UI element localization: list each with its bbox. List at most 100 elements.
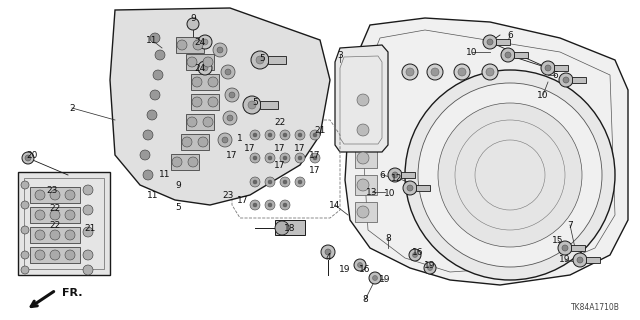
Circle shape <box>198 35 212 49</box>
Circle shape <box>268 180 272 184</box>
Circle shape <box>21 201 29 209</box>
Circle shape <box>298 133 302 137</box>
Circle shape <box>265 200 275 210</box>
Circle shape <box>577 257 583 263</box>
Text: 5: 5 <box>252 98 258 107</box>
Bar <box>30 187 80 203</box>
Circle shape <box>487 39 493 45</box>
Text: 2: 2 <box>69 103 75 113</box>
Circle shape <box>65 250 75 260</box>
Circle shape <box>313 156 317 160</box>
Bar <box>355 120 377 140</box>
Circle shape <box>357 206 369 218</box>
Bar <box>275 220 305 235</box>
Text: 13: 13 <box>366 188 378 196</box>
Circle shape <box>222 137 228 143</box>
Circle shape <box>250 200 260 210</box>
Circle shape <box>35 210 45 220</box>
Text: TK84A1710B: TK84A1710B <box>571 303 620 312</box>
Circle shape <box>357 94 369 106</box>
Circle shape <box>295 177 305 187</box>
Circle shape <box>357 124 369 136</box>
Bar <box>586 257 600 263</box>
Circle shape <box>253 180 257 184</box>
Circle shape <box>229 92 235 98</box>
Circle shape <box>250 177 260 187</box>
Circle shape <box>143 170 153 180</box>
Circle shape <box>357 179 369 191</box>
Text: FR.: FR. <box>62 288 83 298</box>
Bar <box>30 247 80 263</box>
Circle shape <box>218 133 232 147</box>
Text: 8: 8 <box>385 234 391 243</box>
Circle shape <box>225 69 231 75</box>
Circle shape <box>221 65 235 79</box>
Text: 21: 21 <box>314 125 326 134</box>
Text: 17: 17 <box>227 150 237 159</box>
Circle shape <box>213 43 227 57</box>
Circle shape <box>482 64 498 80</box>
Circle shape <box>427 64 443 80</box>
Circle shape <box>275 221 289 235</box>
Circle shape <box>192 97 202 107</box>
Text: 5: 5 <box>259 53 265 62</box>
Text: 9: 9 <box>175 180 181 189</box>
Circle shape <box>35 230 45 240</box>
Text: 6: 6 <box>507 30 513 39</box>
Text: 17: 17 <box>309 150 321 159</box>
Circle shape <box>150 33 160 43</box>
Text: 11: 11 <box>147 190 159 199</box>
Bar <box>191 94 219 110</box>
Circle shape <box>21 226 29 234</box>
Text: 17: 17 <box>309 165 321 174</box>
Circle shape <box>280 130 290 140</box>
Circle shape <box>223 111 237 125</box>
Text: 23: 23 <box>222 190 234 199</box>
Text: 17: 17 <box>237 196 249 204</box>
Polygon shape <box>345 18 628 285</box>
Circle shape <box>50 230 60 240</box>
Circle shape <box>431 68 439 76</box>
Circle shape <box>424 262 436 274</box>
Bar <box>355 175 377 195</box>
Circle shape <box>150 90 160 100</box>
Circle shape <box>454 64 470 80</box>
Text: 6: 6 <box>552 70 558 79</box>
Bar <box>260 101 278 109</box>
Circle shape <box>83 265 93 275</box>
Circle shape <box>295 153 305 163</box>
Bar <box>30 227 80 243</box>
Circle shape <box>153 70 163 80</box>
Text: 19: 19 <box>424 260 436 269</box>
Bar <box>191 74 219 90</box>
Circle shape <box>280 200 290 210</box>
Circle shape <box>202 39 208 45</box>
Text: 19: 19 <box>380 276 391 284</box>
Circle shape <box>50 250 60 260</box>
Text: 16: 16 <box>412 247 424 257</box>
Circle shape <box>369 272 381 284</box>
Text: 16: 16 <box>359 266 371 275</box>
Text: 10: 10 <box>467 47 477 57</box>
Circle shape <box>35 190 45 200</box>
Circle shape <box>250 153 260 163</box>
Text: 12: 12 <box>391 173 403 182</box>
Circle shape <box>265 130 275 140</box>
Circle shape <box>406 68 414 76</box>
Circle shape <box>21 251 29 259</box>
Text: 17: 17 <box>275 161 285 170</box>
Text: 19: 19 <box>559 255 571 265</box>
Bar <box>186 114 214 130</box>
Bar <box>176 37 204 53</box>
Bar <box>355 90 377 110</box>
Text: 8: 8 <box>362 295 368 305</box>
Polygon shape <box>18 172 110 275</box>
Circle shape <box>147 110 157 120</box>
Circle shape <box>428 266 433 270</box>
Circle shape <box>155 50 165 60</box>
Circle shape <box>402 64 418 80</box>
Circle shape <box>22 152 34 164</box>
Circle shape <box>50 210 60 220</box>
Circle shape <box>208 77 218 87</box>
Circle shape <box>248 101 256 109</box>
